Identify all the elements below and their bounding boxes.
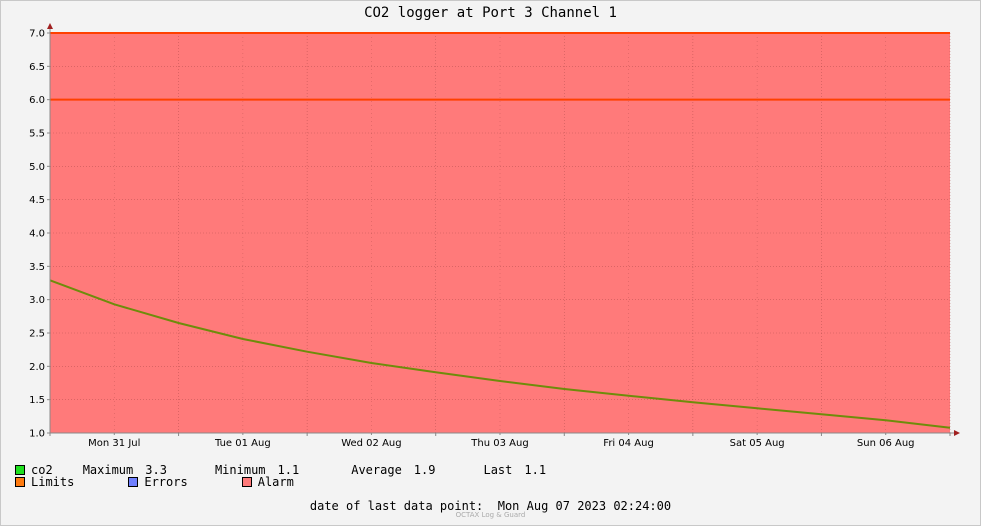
- legend-avg-label: Average: [351, 463, 402, 477]
- y-tick-label: 5.5: [29, 129, 45, 140]
- y-tick-label: 5.0: [29, 162, 45, 173]
- x-tick-label: Fri 04 Aug: [603, 438, 654, 449]
- legend-avg-value: 1.9: [413, 463, 436, 477]
- y-tick-label: 2.0: [29, 362, 45, 373]
- plot-area: 1.0 1.5 2.0 2.5 3.0 3.5 4.0 4.5 5.0 5.5 6.0 6.5 7.0 M…: [29, 23, 960, 449]
- y-tick-label: 6.5: [29, 62, 45, 73]
- legend-co2-row: co2 Maximum 3.3 Minimum 1.1 Average 1.9 …: [15, 463, 546, 477]
- legend-status-row: Limits Errors Alarm: [15, 475, 294, 489]
- x-tick-label: Sat 05 Aug: [730, 438, 785, 449]
- co2-swatch: [15, 465, 25, 475]
- legend-limits-label: Limits: [31, 475, 75, 489]
- alarm-swatch: [241, 477, 252, 487]
- y-tick-label: 1.5: [29, 395, 45, 406]
- x-axis-arrow: [954, 430, 960, 436]
- series-line-co2: [49, 279, 951, 429]
- x-tick-label: Wed 02 Aug: [341, 438, 401, 449]
- legend-errors-label: Errors: [144, 475, 188, 489]
- legend-max-value: 3.3: [145, 463, 167, 477]
- y-tick-label: 2.5: [29, 329, 45, 340]
- y-tick-label: 6.0: [29, 95, 45, 106]
- limits-swatch: [15, 477, 25, 487]
- x-tick-label: Tue 01 Aug: [214, 438, 271, 449]
- errors-swatch: [128, 477, 139, 487]
- y-tick-label: 3.0: [29, 295, 45, 306]
- legend-last-value: 1.1: [524, 463, 547, 477]
- legend-last-label: Last: [483, 463, 513, 477]
- last-point-label: date of last data point:: [309, 499, 484, 513]
- credit-text: OCTAX Log & Guard: [455, 511, 526, 519]
- legend-min-value: 1.1: [277, 463, 300, 477]
- chart-title: CO2 logger at Port 3 Channel 1: [364, 5, 617, 21]
- y-tick-label: 1.0: [29, 429, 45, 440]
- y-axis-arrow: [47, 23, 53, 29]
- y-tick-label: 4.5: [29, 195, 45, 206]
- y-tick-label: 4.0: [29, 229, 45, 240]
- y-tick-label: 7.0: [29, 29, 45, 40]
- legend-co2-label: co2: [31, 463, 53, 477]
- y-tick-label: 3.5: [29, 262, 45, 273]
- x-tick-label: Sun 06 Aug: [857, 438, 915, 449]
- legend-min-label: Minimum: [214, 463, 266, 477]
- legend-alarm-label: Alarm: [257, 475, 294, 489]
- x-tick-label: Mon 31 Jul: [88, 438, 140, 449]
- last-point-value: Mon Aug 07 2023 02:24:00: [497, 499, 672, 513]
- last-data-point: date of last data point: Mon Aug 07 2023…: [0, 499, 981, 513]
- x-tick-label: Thu 03 Aug: [470, 438, 528, 449]
- legend-max-label: Maximum: [82, 463, 134, 477]
